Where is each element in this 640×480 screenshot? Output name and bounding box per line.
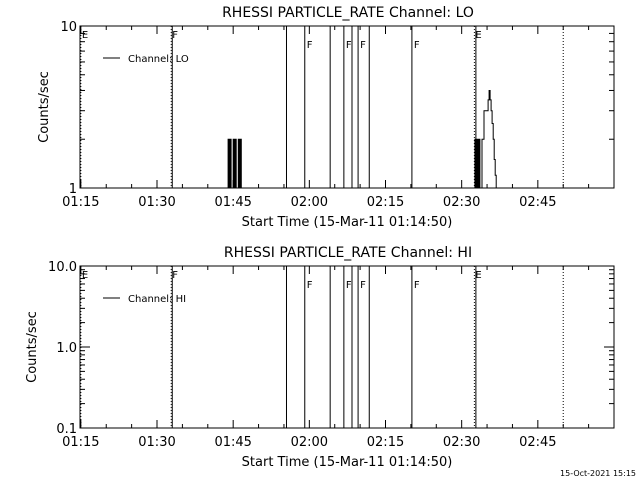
x-tick-label: 02:45 [519,195,556,210]
flag-letter: F [172,270,178,281]
y-tick-label: 10.0 [48,260,77,275]
x-axis-label-hi: Start Time (15-Mar-11 01:14:50) [242,455,453,470]
axis-ticks-hi: 01:15 01:30 01:45 02:00 02:15 02:30 02:45 0.1 1.… [48,260,614,450]
x-tick-label: 01:30 [138,435,175,450]
panel-lo: RHESSI PARTICLE_RATE Channel: LO E F EF F F F… [37,5,615,230]
y-axis-label-lo: Counts/sec [37,71,52,143]
flag-letter: F [346,40,352,51]
flag-letter: F [360,280,366,291]
x-tick-label: 01:15 [62,435,99,450]
series-line [227,138,244,189]
x-tick-label: 01:45 [214,435,251,450]
legend-label-hi: Channel: HI [128,294,186,305]
chart-title-hi: RHESSI PARTICLE_RATE Channel: HI [224,245,472,261]
x-tick-label: 02:15 [367,195,404,210]
x-tick-label: 02:30 [443,195,480,210]
x-axis-label-lo: Start Time (15-Mar-11 01:14:50) [242,215,453,230]
flag-letter: F [172,30,178,41]
flag-letter: F [307,40,313,51]
flag-letter: E [82,30,88,41]
y-tick-label: 1 [69,182,77,197]
x-tick-label: 01:45 [214,195,251,210]
x-tick-label: 01:15 [62,195,99,210]
legend-lo: Channel: LO [103,54,189,65]
x-tick-label: 02:00 [291,195,328,210]
flag-letter: F [307,280,313,291]
timestamp: 15-Oct-2021 15:15 [560,469,636,478]
axis-ticks-lo: 01:15 01:30 01:45 02:00 02:15 02:30 02:45 1 10 [60,20,614,210]
y-axis-label-hi: Counts/sec [25,311,40,383]
panel-hi: RHESSI PARTICLE_RATE Channel: HI E F EF F F F… [25,245,615,470]
x-tick-label: 02:00 [291,435,328,450]
x-tick-label: 02:30 [443,435,480,450]
flag-letter: E [475,270,481,281]
flag-lines-hi: E F EF F F F [80,266,564,428]
series-line [473,90,500,189]
flag-letter: F [346,280,352,291]
x-tick-label: 01:30 [138,195,175,210]
x-tick-label: 02:45 [519,435,556,450]
flag-letter: F [360,40,366,51]
flag-letter: E [475,30,481,41]
flag-letter: F [414,40,420,51]
chart-title-lo: RHESSI PARTICLE_RATE Channel: LO [222,5,474,21]
y-tick-label: 10 [60,20,77,35]
y-tick-label: 0.1 [56,422,77,437]
legend-label-lo: Channel: LO [128,54,189,65]
legend-hi: Channel: HI [103,294,186,305]
plot-frame-lo [79,25,615,189]
x-tick-label: 02:15 [367,435,404,450]
flag-letter: F [414,280,420,291]
flag-lines-lo: E F EF F F F [80,26,564,188]
flag-letter: E [82,270,88,281]
y-tick-label: 1.0 [56,341,77,356]
